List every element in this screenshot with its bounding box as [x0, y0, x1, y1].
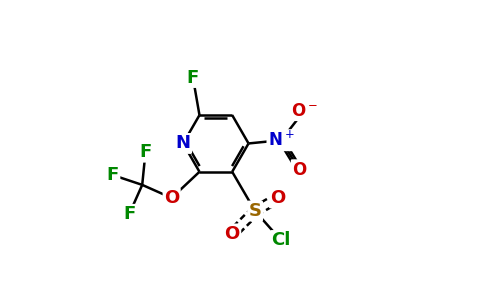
Text: O$^-$: O$^-$	[290, 102, 318, 120]
Text: O: O	[164, 189, 179, 207]
Text: F: F	[139, 143, 151, 161]
Text: F: F	[123, 205, 135, 223]
Text: O: O	[271, 189, 286, 207]
Text: N: N	[176, 134, 191, 152]
Text: O: O	[292, 160, 306, 178]
Text: F: F	[106, 166, 119, 184]
Text: Cl: Cl	[272, 232, 291, 250]
Text: F: F	[187, 68, 199, 86]
Text: O: O	[225, 225, 240, 243]
Text: N$^+$: N$^+$	[268, 130, 295, 150]
Text: S: S	[249, 202, 261, 220]
